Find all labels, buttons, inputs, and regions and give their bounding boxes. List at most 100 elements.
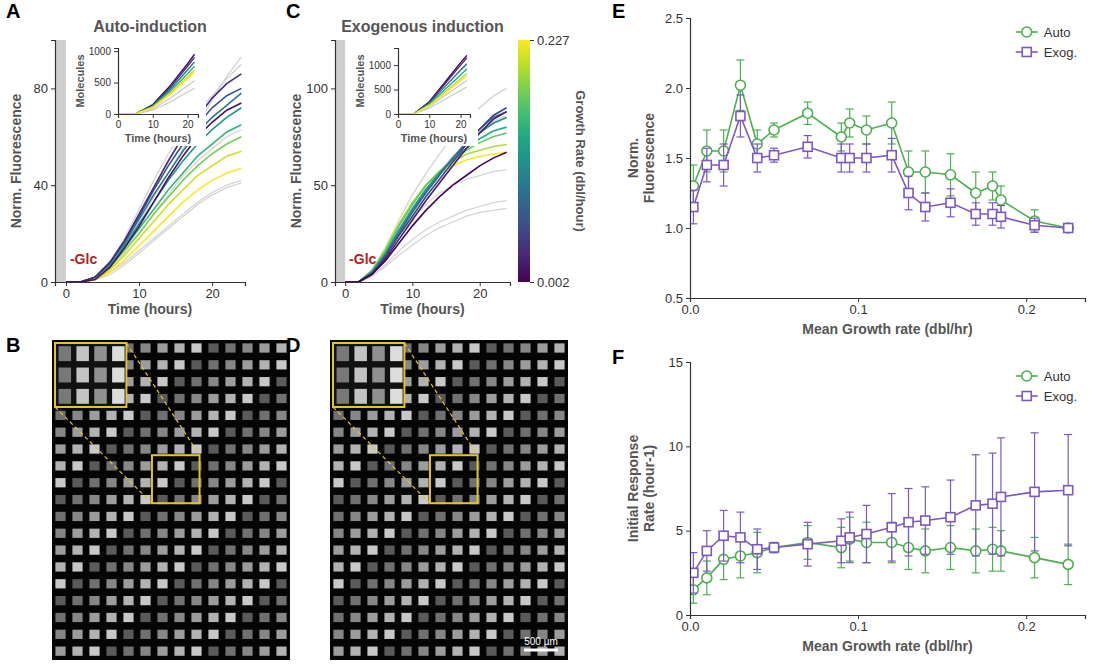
- x-axis: 01020: [56, 282, 246, 301]
- tick-label: 100: [306, 81, 328, 96]
- chamber: [554, 411, 564, 420]
- chamber: [72, 444, 82, 453]
- chamber: [259, 630, 269, 639]
- chamber: [350, 613, 360, 622]
- chamber: [503, 512, 513, 521]
- error-bar: [703, 148, 711, 182]
- chamber: [554, 343, 564, 352]
- line: [345, 208, 507, 282]
- chamber: [276, 579, 286, 588]
- chamber: [225, 613, 235, 622]
- tick: 0: [396, 114, 402, 130]
- chamber: [55, 461, 65, 470]
- tick: 10: [406, 282, 420, 301]
- error-bar: [804, 102, 812, 124]
- tick: 1.5: [665, 151, 690, 166]
- chamber: [225, 377, 235, 386]
- chamber: [452, 377, 462, 386]
- chamber: [503, 444, 513, 453]
- chamber: [418, 461, 428, 470]
- plot-area: [690, 60, 1073, 233]
- chamber: [259, 343, 269, 352]
- chamber: [191, 529, 201, 538]
- tick-mark: [188, 114, 189, 118]
- chamber: [469, 647, 479, 656]
- chamber: [486, 596, 496, 605]
- marker: [736, 112, 745, 121]
- chamber: [401, 613, 411, 622]
- error-cap: [862, 562, 870, 563]
- chamber: [191, 343, 201, 352]
- marker: [904, 189, 913, 198]
- chamber: [418, 579, 428, 588]
- inset-plot-area: [118, 54, 195, 114]
- chamber: [452, 444, 462, 453]
- marker: [735, 80, 745, 90]
- shade: [335, 40, 345, 282]
- tick-label: 10: [669, 439, 683, 454]
- chamber: [225, 411, 235, 420]
- chamber: [503, 343, 513, 352]
- chamber: [486, 512, 496, 521]
- line: [66, 151, 241, 282]
- chamber: [350, 545, 360, 554]
- error-cap: [753, 572, 761, 573]
- plot-area: [55, 40, 241, 282]
- marker: [861, 125, 871, 135]
- chamber: [72, 630, 82, 639]
- error-cap: [997, 437, 1005, 438]
- tick: 0.0: [681, 615, 699, 634]
- chamber: [208, 647, 218, 656]
- chamber: [452, 630, 462, 639]
- marker: [770, 543, 779, 552]
- tick: 50: [314, 178, 335, 193]
- chamber: [503, 596, 513, 605]
- error-cap: [997, 571, 1005, 572]
- tick: 10: [132, 282, 146, 301]
- chamber: [123, 512, 133, 521]
- chamber: [55, 596, 65, 605]
- marker: [769, 543, 779, 553]
- chamber: [157, 343, 167, 352]
- chamber: [503, 630, 513, 639]
- tick: 1000: [369, 60, 398, 71]
- chamber: [384, 478, 394, 487]
- chamber: [520, 529, 530, 538]
- chamber: [259, 377, 269, 386]
- chamber: [435, 343, 445, 352]
- tick-mark: [331, 282, 335, 283]
- chamber: [520, 613, 530, 622]
- chamber: [554, 377, 564, 386]
- chamber: [276, 545, 286, 554]
- canvas: 0102004080-Glc0102005001000Time (hours)M…: [0, 0, 1094, 665]
- chamber: [259, 394, 269, 403]
- line: [66, 130, 241, 282]
- chamber: [225, 360, 235, 369]
- chamber: [537, 394, 547, 403]
- marker: [702, 546, 711, 555]
- error-bar: [921, 151, 929, 193]
- chamber: [106, 529, 116, 538]
- legend-item: Exog.: [1016, 45, 1077, 60]
- chamber: [174, 478, 184, 487]
- error-bar: [921, 487, 929, 554]
- error-cap: [837, 171, 845, 172]
- chamber: [191, 377, 201, 386]
- tick: 40: [34, 178, 55, 193]
- error-cap: [770, 162, 778, 163]
- chamber-zoom: [337, 389, 349, 404]
- error-cap: [997, 555, 1005, 556]
- error-cap: [846, 512, 854, 513]
- marker: [803, 108, 813, 118]
- line: [345, 201, 507, 282]
- error-cap: [989, 225, 997, 226]
- chamber: [418, 428, 428, 437]
- colorbar-title: Growth Rate (dbl/hour): [573, 90, 588, 232]
- panel: 0.00.10.2051015Mean Growth rate (dbl/hr)…: [625, 355, 1086, 654]
- chamber: [469, 529, 479, 538]
- chamber: [259, 562, 269, 571]
- inset-x-title: Time (hours): [401, 132, 468, 144]
- chamber: [554, 360, 564, 369]
- chamber: [350, 529, 360, 538]
- chamber: [276, 613, 286, 622]
